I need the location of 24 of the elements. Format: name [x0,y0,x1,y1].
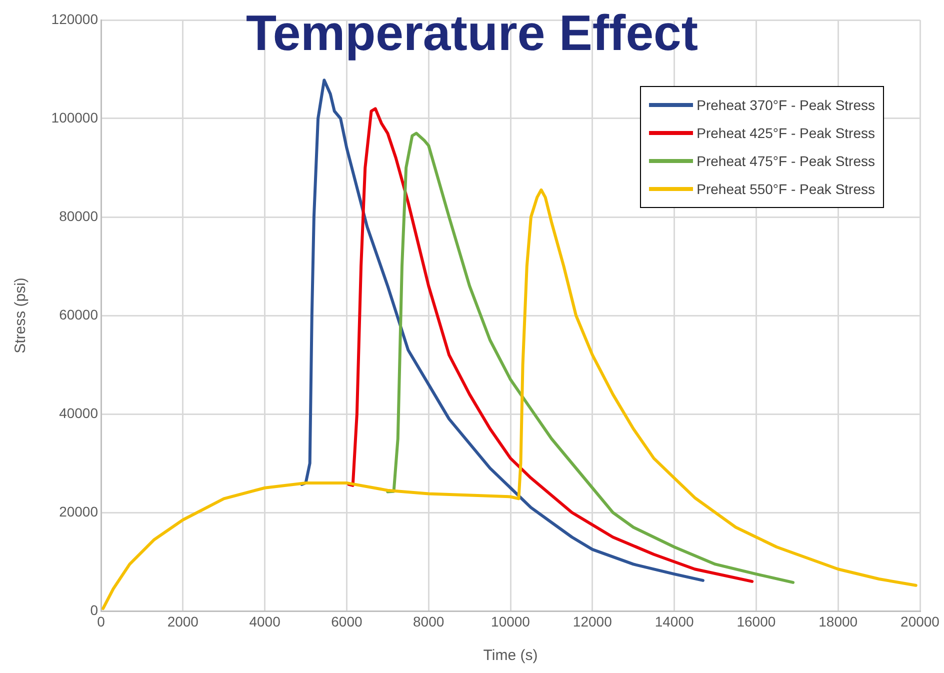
chart-title: Temperature Effect [246,5,698,61]
x-tick-label: 8000 [413,613,444,630]
x-tick-label: 10000 [491,613,530,630]
y-tick-label: 80000 [59,208,98,224]
y-tick-label: 120000 [51,10,98,27]
x-tick-label: 4000 [249,613,281,630]
y-tick-label: 0 [90,602,98,618]
x-axis-title: Time (s) [483,647,538,664]
x-tick-label: 2000 [167,613,199,630]
x-tick-label: 6000 [331,613,362,630]
y-tick-label: 100000 [51,109,98,126]
legend-label: Preheat 425°F - Peak Stress [696,125,875,141]
y-tick-label: 40000 [59,404,98,421]
x-tick-label: 14000 [654,613,694,630]
legend-label: Preheat 370°F - Peak Stress [696,97,875,113]
y-axis-title: Stress (psi) [12,278,30,354]
x-tick-label: 20000 [900,613,940,630]
legend-label: Preheat 550°F - Peak Stress [696,181,875,197]
y-tick-label: 20000 [59,503,98,520]
x-tick-label: 12000 [572,613,612,630]
x-tick-label: 16000 [736,613,776,630]
x-tick-label: 18000 [818,613,858,630]
y-tick-label: 60000 [59,306,98,322]
legend-label: Preheat 475°F - Peak Stress [696,153,875,169]
